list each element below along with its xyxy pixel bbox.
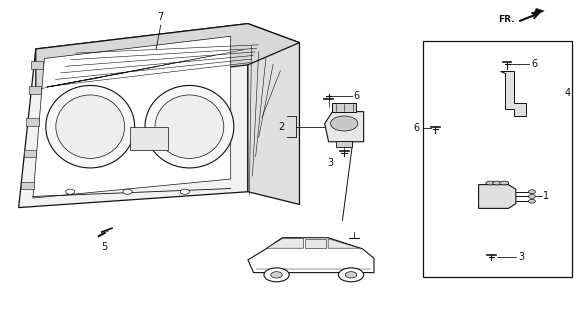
- Ellipse shape: [499, 181, 509, 185]
- Bar: [24, 150, 36, 157]
- Polygon shape: [248, 238, 374, 273]
- Ellipse shape: [56, 95, 124, 158]
- Ellipse shape: [155, 95, 224, 158]
- Text: 5: 5: [101, 242, 108, 252]
- Text: 7: 7: [158, 12, 164, 22]
- Circle shape: [528, 195, 535, 198]
- Polygon shape: [532, 8, 544, 17]
- Circle shape: [264, 268, 289, 282]
- Polygon shape: [248, 24, 300, 204]
- Circle shape: [66, 189, 75, 194]
- Circle shape: [339, 268, 363, 282]
- Polygon shape: [18, 24, 248, 208]
- Ellipse shape: [486, 181, 495, 185]
- Text: 3: 3: [518, 252, 524, 262]
- Polygon shape: [267, 239, 304, 248]
- Bar: [423, 41, 572, 277]
- Text: 6: 6: [354, 91, 360, 101]
- Polygon shape: [305, 239, 327, 248]
- Text: 4: 4: [565, 88, 571, 98]
- Bar: [336, 141, 352, 147]
- Ellipse shape: [492, 181, 502, 185]
- Circle shape: [180, 189, 190, 194]
- Circle shape: [271, 272, 282, 278]
- Circle shape: [346, 272, 357, 278]
- Circle shape: [528, 190, 535, 194]
- Ellipse shape: [46, 85, 135, 168]
- Bar: [21, 181, 34, 189]
- Bar: [29, 86, 41, 94]
- Circle shape: [123, 189, 132, 194]
- Polygon shape: [328, 239, 359, 248]
- Polygon shape: [325, 112, 363, 142]
- Bar: [130, 127, 168, 150]
- Text: 2: 2: [278, 122, 285, 132]
- Bar: [332, 103, 356, 112]
- Text: 6: 6: [531, 59, 537, 69]
- Polygon shape: [500, 71, 526, 116]
- Text: 6: 6: [414, 123, 420, 133]
- Text: FR.: FR.: [498, 15, 514, 24]
- Bar: [31, 61, 43, 69]
- Ellipse shape: [145, 85, 234, 168]
- Text: 1: 1: [543, 191, 550, 202]
- Ellipse shape: [331, 116, 358, 131]
- Polygon shape: [36, 24, 300, 90]
- Circle shape: [528, 199, 535, 203]
- Polygon shape: [479, 185, 516, 208]
- Polygon shape: [33, 36, 230, 198]
- Text: 3: 3: [328, 158, 334, 168]
- Bar: [26, 118, 39, 126]
